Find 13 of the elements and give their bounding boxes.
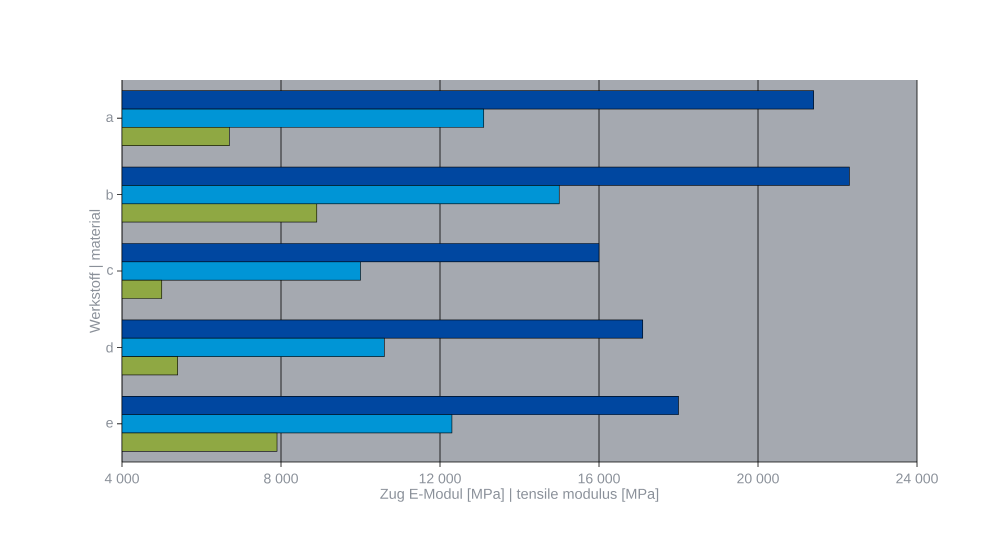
x-tick-label: 12 000 [420, 474, 461, 484]
x-tick-label: 8 000 [264, 474, 298, 484]
x-tick-label: 24 000 [896, 474, 938, 484]
y-tick-label: a [106, 114, 114, 122]
x-tick-label: 20 000 [737, 474, 779, 484]
y-axis-title: Werkstoff | material [89, 210, 103, 333]
x-tick-label: 4 000 [104, 474, 139, 484]
y-tick-label: e [106, 420, 113, 428]
y-tick-label: d [106, 342, 113, 353]
x-tick-label: 16 000 [578, 474, 620, 484]
y-tick-label: c [107, 267, 114, 275]
x-axis-title: Zug E-Modul [MPa] | tensile modulus [MPa] [380, 488, 658, 502]
y-tick-label: b [106, 189, 113, 200]
